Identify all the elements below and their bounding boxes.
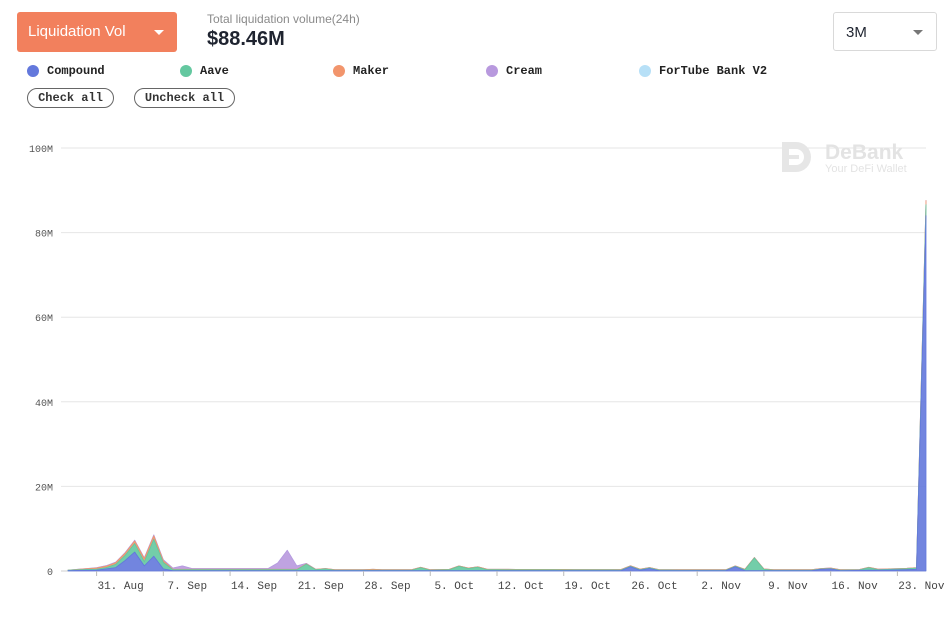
legend-item-fortube-bank-v2[interactable]: ForTube Bank V2 — [639, 63, 767, 79]
legend-label: Cream — [506, 64, 543, 78]
legend-item-compound[interactable]: Compound — [27, 63, 105, 79]
y-tick-label: 60M — [35, 314, 53, 325]
total-volume-label: Total liquidation volume(24h) — [207, 12, 360, 26]
caret-down-icon — [154, 30, 164, 35]
y-tick-label: 80M — [35, 230, 53, 241]
x-tick-label: 14. Sep — [231, 581, 277, 593]
time-range-label: 3M — [846, 24, 867, 41]
watermark-tagline: Your DeFi Wallet — [825, 163, 907, 175]
watermark-brand: DeBank — [825, 141, 904, 164]
y-tick-label: 40M — [35, 399, 53, 410]
x-tick-label: 12. Oct — [498, 581, 544, 593]
legend-item-maker[interactable]: Maker — [333, 63, 389, 79]
debank-watermark: DeBank Your DeFi Wallet — [780, 140, 920, 180]
total-volume-value: $88.46M — [207, 28, 285, 50]
area-series-cream — [67, 200, 927, 571]
x-tick-label: 23. Nov — [898, 581, 945, 593]
check-all-button[interactable]: Check all — [27, 88, 114, 108]
x-tick-label: 9. Nov — [768, 581, 808, 593]
legend-item-aave[interactable]: Aave — [180, 63, 229, 79]
debank-logo-icon — [782, 142, 811, 172]
axis-layer: 0 20M 40M 60M 80M 100M 31. Aug 7. Sep 14. Sep 21.… — [29, 145, 945, 593]
y-tick-label: 20M — [35, 483, 53, 494]
area-series-compound — [67, 215, 927, 572]
grid-layer — [61, 147, 926, 572]
legend-label: Compound — [47, 64, 105, 78]
x-tick-label: 2. Nov — [701, 581, 741, 593]
legend-label: Maker — [353, 64, 390, 78]
legend-item-cream[interactable]: Cream — [486, 63, 542, 79]
x-tick-label: 26. Oct — [631, 581, 677, 593]
x-tick-label: 28. Sep — [364, 581, 410, 593]
y-tick-label: 0 — [47, 568, 53, 579]
legend-dot — [180, 65, 192, 77]
legend-dot — [639, 65, 651, 77]
legend-dot — [27, 65, 39, 77]
area-series-maker — [67, 200, 927, 571]
area-series-fortube-bank-v2 — [67, 200, 927, 571]
metric-dropdown-label: Liquidation Vol — [28, 23, 126, 40]
x-tick-label: 16. Nov — [832, 581, 879, 593]
area-layer — [67, 200, 927, 572]
x-tick-label: 19. Oct — [565, 581, 611, 593]
uncheck-all-button[interactable]: Uncheck all — [134, 88, 235, 108]
legend-dot — [333, 65, 345, 77]
x-tick-label: 31. Aug — [97, 581, 143, 593]
time-range-select[interactable]: 3M — [833, 12, 937, 51]
x-tick-label: 5. Oct — [434, 581, 474, 593]
legend-label: ForTube Bank V2 — [659, 64, 768, 78]
x-tick-label: 21. Sep — [298, 581, 344, 593]
area-series-aave — [67, 204, 927, 571]
legend-label: Aave — [200, 64, 229, 78]
x-tick-label: 7. Sep — [168, 581, 208, 593]
legend-dot — [486, 65, 498, 77]
y-tick-label: 100M — [29, 145, 53, 156]
caret-down-icon — [913, 30, 923, 35]
metric-dropdown[interactable]: Liquidation Vol — [17, 12, 177, 52]
